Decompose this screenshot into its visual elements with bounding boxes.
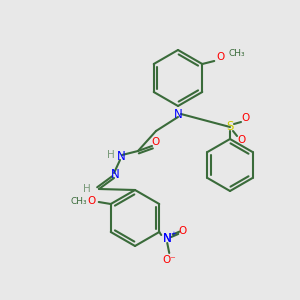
Text: H: H [83, 184, 91, 194]
Text: O⁻: O⁻ [162, 255, 176, 265]
Text: N: N [117, 149, 125, 163]
Text: N: N [174, 107, 182, 121]
Text: O: O [151, 137, 159, 147]
Text: O: O [237, 135, 245, 145]
Text: N: N [163, 232, 172, 244]
Text: O: O [178, 226, 186, 236]
Text: CH₃: CH₃ [228, 50, 245, 58]
Text: CH₃: CH₃ [70, 196, 87, 206]
Text: O: O [241, 113, 249, 123]
Text: O: O [216, 52, 224, 62]
Text: N: N [111, 169, 119, 182]
Text: N: N [163, 232, 172, 244]
Text: S: S [226, 121, 234, 134]
Text: O: O [88, 196, 96, 206]
Text: H: H [107, 150, 115, 160]
Text: +: + [170, 231, 176, 237]
